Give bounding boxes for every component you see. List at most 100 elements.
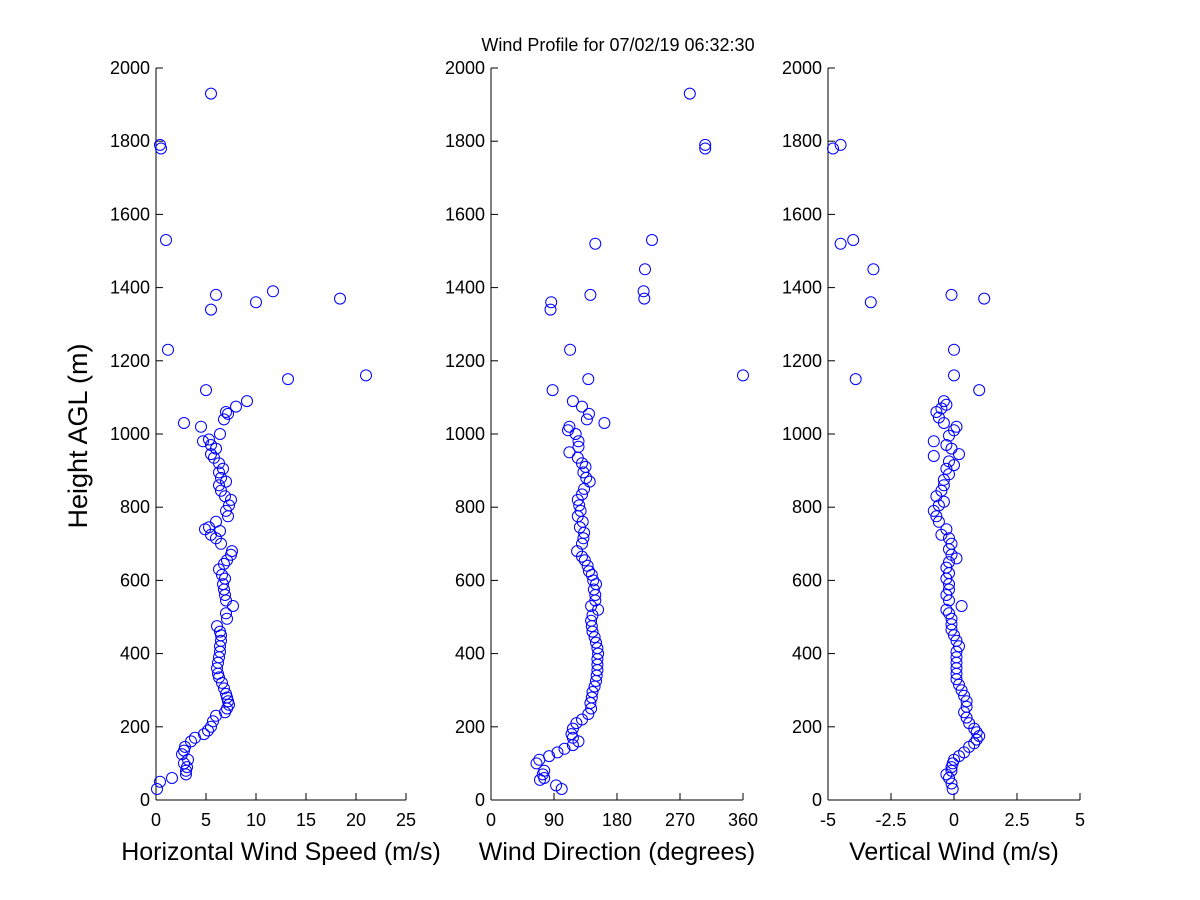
data-point [945, 618, 958, 631]
data-point [579, 460, 592, 473]
data-point [566, 395, 579, 408]
data-point [699, 142, 712, 155]
data-point [958, 689, 971, 702]
data-point [948, 369, 960, 382]
data-point [572, 440, 585, 453]
speed-panel: 0 200 400 600 800 1000 1200 1400 1600 1800 2000 0 5 1… [110, 58, 441, 866]
data-point [699, 138, 712, 151]
y-tick-label: 1600 [782, 204, 822, 224]
data-point [576, 488, 588, 501]
data-point [573, 499, 586, 512]
data-point [932, 411, 945, 424]
x-tick-label: 0 [949, 810, 959, 830]
x-axis-label: Horizontal Wind Speed (m/s) [121, 838, 441, 866]
x-tick-label: 15 [296, 810, 316, 830]
x-tick-label: 2.5 [1004, 810, 1029, 830]
data-point [563, 446, 576, 459]
x-tick-label: 5 [1075, 810, 1085, 830]
data-point [948, 343, 960, 356]
data-point [945, 537, 958, 550]
data-point [178, 744, 190, 757]
data-point [953, 448, 965, 461]
data-point [583, 565, 595, 578]
y-tick-label: 600 [792, 570, 822, 590]
data-point [592, 603, 605, 616]
data-point [940, 603, 953, 616]
y-tick-label: 1800 [782, 131, 822, 151]
y-tick-label: 0 [475, 790, 485, 810]
data-point [215, 484, 227, 497]
y-tick-label: 1400 [782, 278, 822, 298]
data-point [940, 398, 953, 411]
y-tick-label: 0 [140, 790, 150, 810]
data-point [598, 417, 611, 429]
data-point [226, 545, 238, 558]
data-point [230, 400, 242, 413]
y-tick-label: 400 [792, 644, 822, 664]
data-point [563, 420, 576, 433]
data-point [950, 651, 963, 664]
data-point [334, 292, 346, 305]
data-point [546, 384, 559, 397]
y-tick-label: 400 [120, 644, 150, 664]
data-point [220, 687, 232, 700]
data-point [220, 504, 232, 517]
data-point [948, 629, 960, 642]
data-point [178, 757, 190, 770]
data-point [227, 600, 239, 612]
x-axis-label: Wind Direction (degrees) [479, 838, 756, 866]
data-point [973, 384, 986, 397]
y-tick-label: 1000 [445, 424, 485, 444]
data-point [551, 746, 564, 759]
y-tick-label: 1800 [445, 131, 485, 151]
data-point [155, 142, 167, 155]
data-point [948, 424, 960, 437]
data-point [943, 532, 955, 545]
x-tick-label: 0 [151, 810, 161, 830]
data-point [545, 296, 558, 309]
x-tick-label: 270 [665, 810, 695, 830]
data-point [572, 435, 585, 448]
data-point [683, 87, 696, 100]
data-point [943, 455, 955, 468]
y-tick-label: 400 [455, 644, 485, 664]
data-point [203, 433, 215, 446]
data-point [945, 612, 958, 625]
data-point [220, 607, 232, 620]
data-point [198, 728, 210, 741]
data-point [583, 475, 596, 488]
data-point [205, 87, 217, 100]
data-point [940, 561, 953, 574]
data-point [847, 234, 860, 246]
data-point [946, 783, 959, 795]
data-point [590, 636, 602, 649]
data-point [574, 504, 587, 517]
figure-title: Wind Profile for 07/02/19 06:32:30 [481, 35, 754, 55]
data-point [213, 466, 225, 479]
y-tick-label: 2000 [782, 58, 822, 78]
x-tick-label: 360 [728, 810, 758, 830]
x-tick-label: 180 [602, 810, 632, 830]
data-point [958, 706, 971, 719]
data-point [210, 288, 222, 301]
y-tick-label: 600 [455, 570, 485, 590]
y-tick-label: 1600 [110, 204, 150, 224]
data-point [222, 407, 234, 420]
data-point [197, 435, 209, 448]
data-point [267, 285, 279, 298]
data-point [960, 700, 973, 713]
data-point [217, 578, 229, 591]
data-point [585, 691, 598, 704]
data-point [950, 634, 963, 647]
data-point [588, 631, 601, 644]
y-tick-label: 200 [455, 717, 485, 737]
data-point [210, 515, 222, 528]
data-point [646, 234, 658, 246]
data-point [587, 583, 600, 596]
data-point [577, 532, 590, 545]
data-point [940, 462, 953, 475]
y-tick-label: 1400 [445, 278, 485, 298]
data-point [211, 620, 223, 633]
data-point [208, 451, 220, 464]
